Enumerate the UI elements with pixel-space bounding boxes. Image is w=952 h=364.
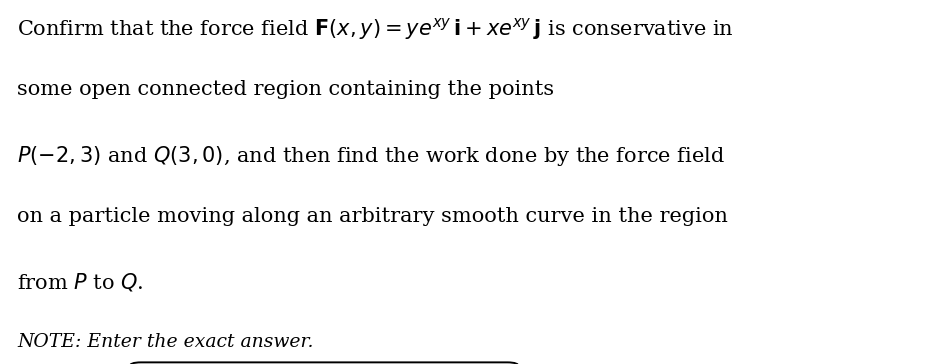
- Text: from $P$ to $Q$.: from $P$ to $Q$.: [17, 271, 144, 293]
- Text: some open connected region containing the points: some open connected region containing th…: [17, 80, 554, 99]
- Text: on a particle moving along an arbitrary smooth curve in the region: on a particle moving along an arbitrary …: [17, 207, 728, 226]
- Text: NOTE: Enter the exact answer.: NOTE: Enter the exact answer.: [17, 333, 313, 351]
- Text: Confirm that the force field $\mathbf{F}(x, y) = ye^{xy}\,\mathbf{i} + xe^{xy}\,: Confirm that the force field $\mathbf{F}…: [17, 16, 734, 42]
- Text: $P(-2,3)$ and $Q(3,0)$, and then find the work done by the force field: $P(-2,3)$ and $Q(3,0)$, and then find th…: [17, 144, 725, 168]
